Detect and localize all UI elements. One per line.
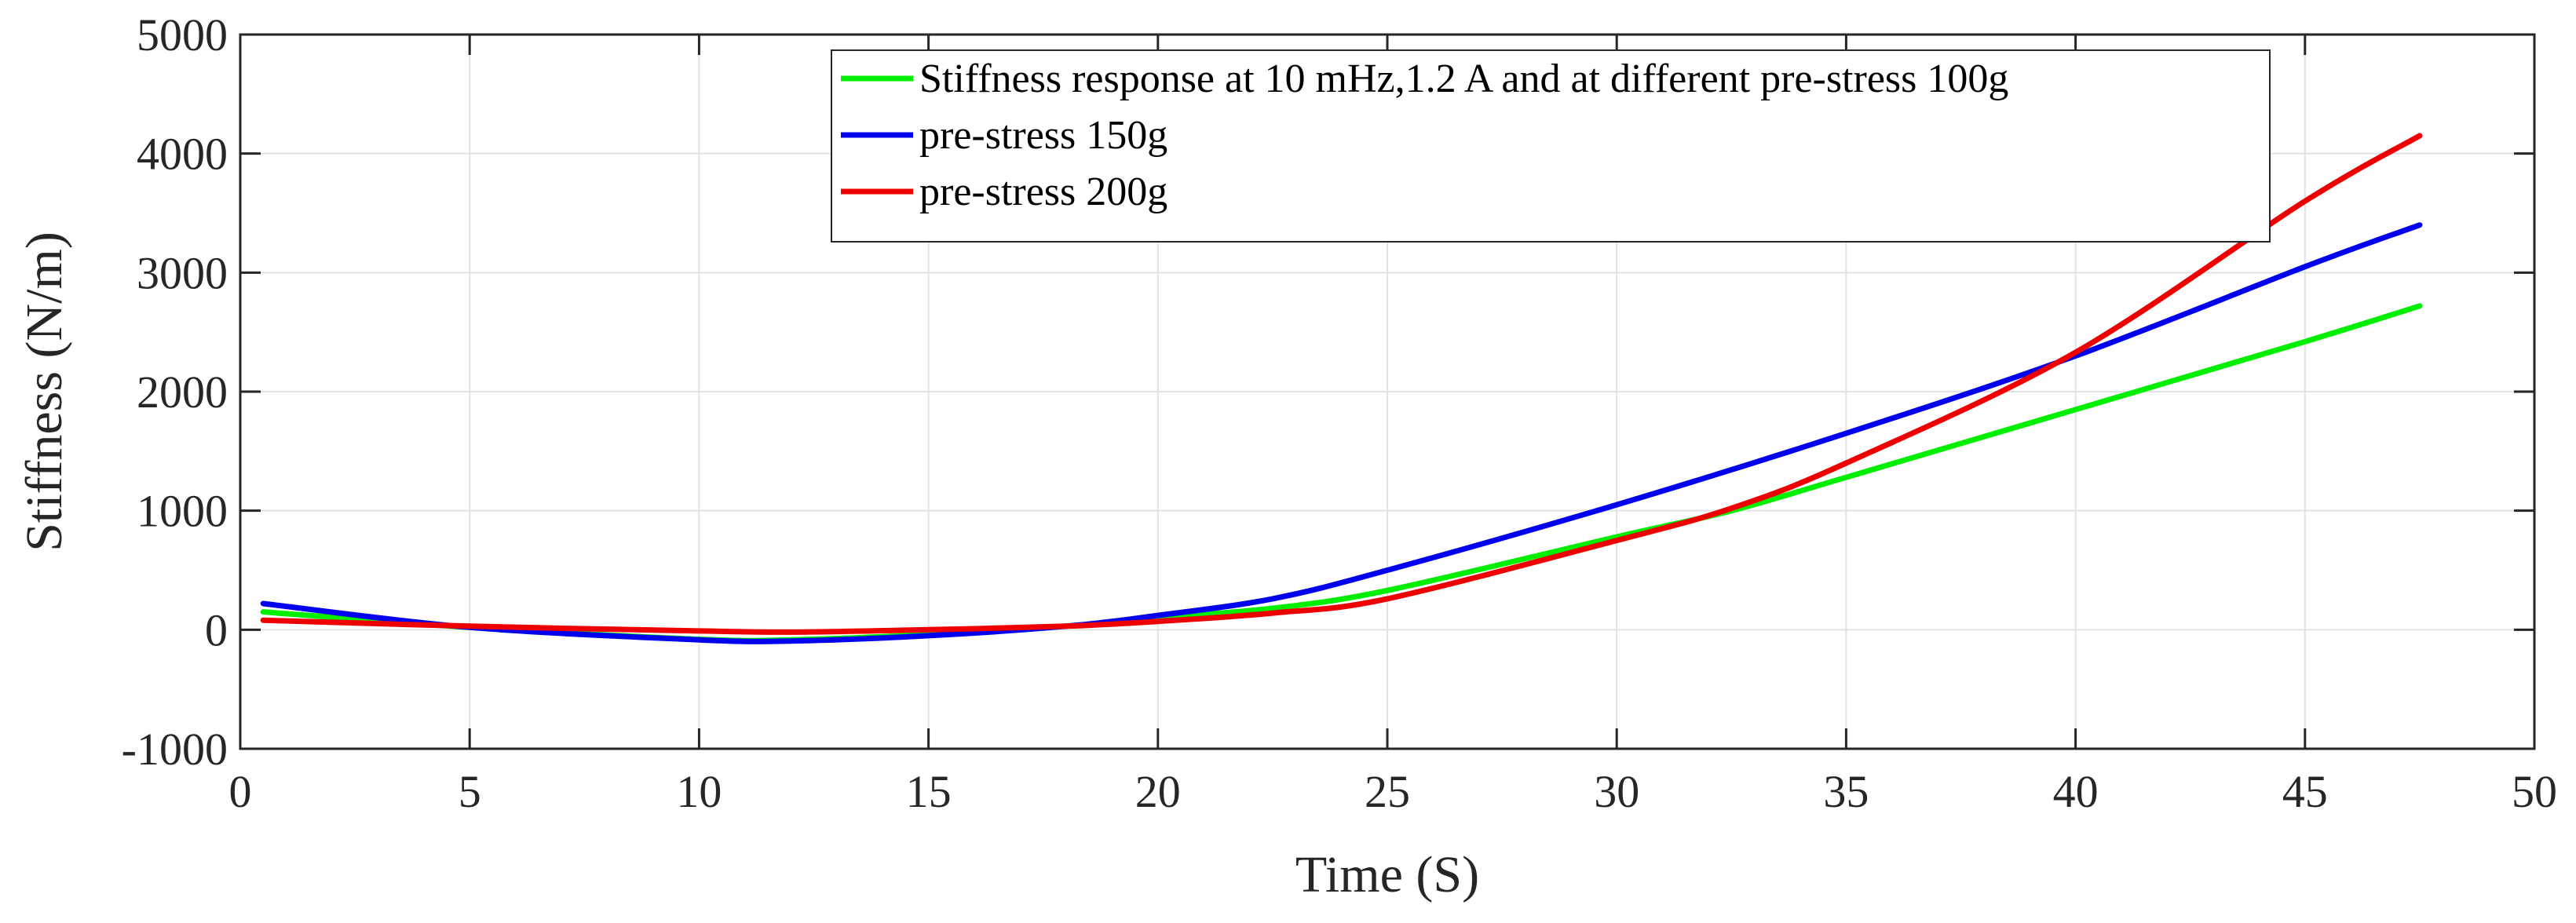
y-axis-title: Stiffness (N/m) <box>16 232 73 552</box>
y-tick-label: -1000 <box>122 724 228 775</box>
x-tick-label: 50 <box>2512 766 2557 817</box>
x-tick-label: 5 <box>459 766 481 817</box>
y-tick-label: 0 <box>205 604 228 655</box>
x-tick-label: 35 <box>1823 766 1869 817</box>
x-tick-label: 45 <box>2282 766 2328 817</box>
y-tick-label: 1000 <box>137 486 228 537</box>
legend-label: Stiffness response at 10 mHz,1.2 A and a… <box>919 57 2008 101</box>
x-tick-label: 10 <box>676 766 722 817</box>
y-tick-label: 5000 <box>137 9 228 60</box>
legend-box <box>831 49 2271 243</box>
axis-ticks <box>239 33 2536 750</box>
series-line-200g <box>260 133 2423 635</box>
x-tick-label: 20 <box>1135 766 1181 817</box>
legend: Stiffness response at 10 mHz,1.2 A and a… <box>831 49 2271 243</box>
y-tick-label: 2000 <box>137 367 228 418</box>
x-tick-label: 25 <box>1365 766 1410 817</box>
tick-labels: 0 5 10 15 20 25 30 35 40 45 50-1000010002000300040… <box>122 9 2557 817</box>
y-tick-label: 3000 <box>137 247 228 298</box>
x-tick-label: 30 <box>1594 766 1639 817</box>
x-tick-label: 15 <box>906 766 952 817</box>
series-layer <box>260 133 2423 644</box>
legend-entries: Stiffness response at 10 mHz,1.2 A and a… <box>841 57 2008 214</box>
x-axis-title: Time (S) <box>1295 846 1479 903</box>
legend-label: pre-stress 200g <box>919 170 1167 214</box>
legend-label: pre-stress 150g <box>919 113 1167 158</box>
x-tick-label: 40 <box>2053 766 2099 817</box>
y-tick-label: 4000 <box>137 129 228 180</box>
x-tick-label: 0 <box>229 766 252 817</box>
